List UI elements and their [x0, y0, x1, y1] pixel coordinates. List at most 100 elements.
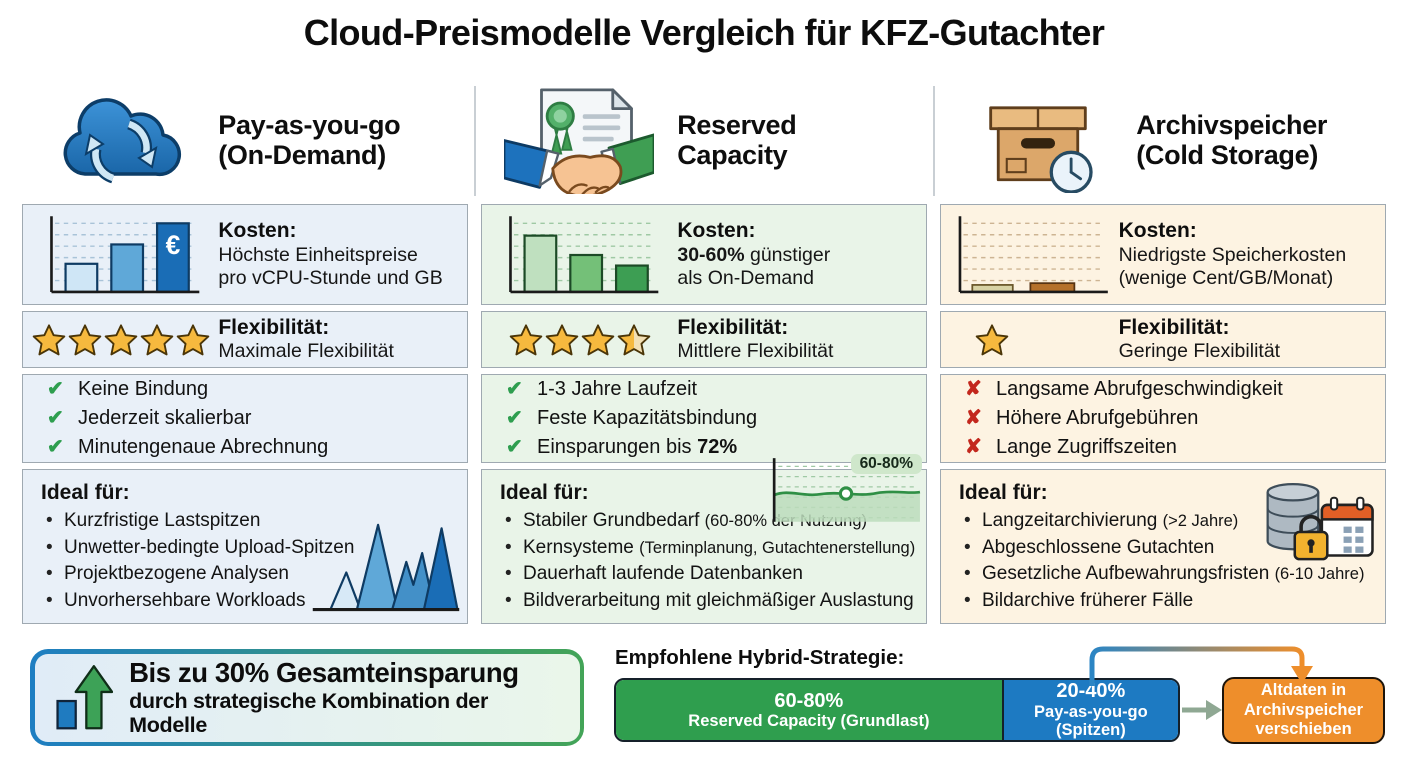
ideal-list-item: Bildarchive früherer Fälle [959, 588, 1377, 615]
ideal-list: Langzeitarchivierung (>2 Jahre) Abgeschl… [959, 508, 1377, 614]
cost-bars-ascending-chart: € [23, 211, 218, 299]
column-header-payg: Pay-as-you-go (On-Demand) [22, 82, 476, 198]
column-title-payg: Pay-as-you-go (On-Demand) [218, 109, 401, 170]
kosten-line2: als On-Demand [677, 267, 814, 290]
ideal-list-item: Abgeschlossene Gutachten [959, 535, 1377, 562]
cross-list-item: ✘ Lange Zugriffszeiten [965, 433, 1385, 462]
segment-reserved-capacity: 60-80% Reserved Capacity (Grundlast) [616, 680, 1004, 740]
flexibilitaet-cell-reserved: Flexibilität: Mittlere Flexibilität [481, 311, 927, 368]
kosten-label: Kosten: [677, 218, 756, 242]
kosten-line1: Niedrigste Speicherkosten [1118, 243, 1347, 266]
savings-headline: Bis zu 30% Gesamteinsparung [129, 656, 519, 688]
flexibilitaet-cell-payg: Flexibilität: Maximale Flexibilität [22, 311, 468, 368]
check-icon: ✔ [506, 436, 523, 458]
column-title-archive: Archivspeicher (Cold Storage) [1136, 109, 1328, 170]
savings-callout: Bis zu 30% Gesamteinsparung durch strate… [30, 649, 584, 746]
check-list-item: ✔ Einsparungen bis 72% [506, 433, 926, 462]
hybrid-strategy-heading: Empfohlene Hybrid-Strategie: [615, 646, 905, 669]
kosten-line1: 30-60% günstiger [677, 243, 831, 266]
cross-list-item: ✘ Höhere Abrufgebühren [965, 404, 1385, 433]
archive-box-clock-icon [940, 87, 1136, 193]
star-icon [140, 323, 173, 355]
hybrid-strategy-bar: 60-80% Reserved Capacity (Grundlast) 20-… [614, 678, 1180, 742]
ideal-list-item: Projektbezogene Analysen [41, 561, 459, 588]
column-header-archive: Archivspeicher (Cold Storage) [940, 82, 1386, 198]
check-list-item: ✔ Keine Bindung [47, 375, 467, 404]
check-list-item: ✔ Minutengenaue Abrechnung [47, 433, 467, 462]
ideal-list-item: Kurzfristige Lastspitzen [41, 508, 459, 535]
savings-subline: durch strategische Kombination der Model… [129, 688, 489, 738]
pros-cell-reserved: ✔ 1-3 Jahre Laufzeit ✔ Feste Kapazitätsb… [481, 374, 927, 463]
x-icon: ✘ [965, 436, 982, 458]
check-icon: ✔ [506, 378, 523, 400]
star-icon [581, 323, 614, 355]
flex-label: Flexibilität: [218, 315, 330, 339]
flex-text: Maximale Flexibilität [218, 340, 394, 363]
ideal-list-item: Gesetzliche Aufbewahrungsfristen (6-10 J… [959, 561, 1377, 588]
ideal-list-item: Langzeitarchivierung (>2 Jahre) [959, 508, 1377, 535]
flexibilitaet-cell-archive: Flexibilität: Geringe Flexibilität [940, 311, 1386, 368]
ideal-list: Stabiler Grundbedarf (60-80% der Nutzung… [500, 508, 918, 614]
check-list-item: ✔ Feste Kapazitätsbindung [506, 404, 926, 433]
ideal-cell-archive: Ideal für: Langzeitarchivierung (>2 Jahr… [940, 469, 1386, 624]
segment-pay-as-you-go: 20-40% Pay-as-you-go (Spitzen) [1003, 680, 1178, 740]
curved-transfer-arrow-icon [1089, 646, 1313, 686]
flex-text: Geringe Flexibilität [1118, 340, 1281, 363]
star-icon [617, 323, 650, 355]
flex-text: Mittlere Flexibilität [677, 340, 834, 363]
column-reserved-capacity: Reserved Capacity [481, 82, 935, 624]
x-icon: ✘ [965, 407, 982, 429]
kosten-cell-payg: € Kosten: Höchste Einheitspreise pro vCP… [22, 204, 468, 305]
ideal-list-item: Bildverarbeitung mit gleichmäßiger Ausla… [500, 588, 918, 615]
check-icon: ✔ [47, 436, 64, 458]
column-pay-as-you-go: Pay-as-you-go (On-Demand) [22, 82, 476, 624]
ideal-cell-reserved: 60-80% Ideal für: Stabiler Grundbedarf (… [481, 454, 927, 624]
cost-bars-flat-chart [941, 211, 1119, 299]
ideal-list-item: Dauerhaft laufende Datenbanken [500, 561, 918, 588]
flow-arrow-icon [1182, 700, 1222, 720]
ideal-label: Ideal für: [500, 481, 589, 504]
star-icon [104, 323, 137, 355]
kosten-line2: (wenige Cent/GB/Monat) [1118, 267, 1334, 290]
comparison-grid: Pay-as-you-go (On-Demand) [22, 82, 1386, 624]
handshake-contract-icon [481, 86, 677, 194]
check-list: ✔ Keine Bindung ✔ Jederzeit skalierbar ✔… [47, 375, 467, 462]
flex-label: Flexibilität: [677, 315, 789, 339]
check-icon: ✔ [47, 378, 64, 400]
cross-list-item: ✘ Langsame Abrufgeschwindigkeit [965, 375, 1385, 404]
pros-cell-payg: ✔ Keine Bindung ✔ Jederzeit skalierbar ✔… [22, 374, 468, 463]
cons-cell-archive: ✘ Langsame Abrufgeschwindigkeit ✘ Höhere… [940, 374, 1386, 463]
cloud-sync-icon [22, 88, 218, 192]
kosten-cell-archive: Kosten: Niedrigste Speicherkosten (wenig… [940, 204, 1386, 305]
kosten-line1: Höchste Einheitspreise [218, 243, 418, 266]
ideal-cell-payg: Ideal für: Kurzfristige Lastspitzen Unwe… [22, 469, 468, 624]
star-rating [23, 323, 218, 356]
ideal-list-item: Kernsysteme (Terminplanung, Gutachteners… [500, 535, 918, 562]
check-icon: ✔ [47, 407, 64, 429]
check-icon: ✔ [506, 407, 523, 429]
star-rating [941, 323, 1119, 356]
ideal-list-item: Unwetter-bedingte Upload-Spitzen [41, 535, 459, 562]
archive-action-box: Altdaten in Archivspeicher verschieben [1222, 677, 1385, 744]
page-title: Cloud-Preismodelle Vergleich für KFZ-Gut… [303, 12, 1105, 53]
kosten-cell-reserved: Kosten: 30-60% günstiger als On-Demand [481, 204, 927, 305]
cost-bars-descending-chart [482, 211, 677, 299]
star-icon [545, 323, 578, 355]
euro-symbol: € [165, 230, 180, 260]
column-archivspeicher: Archivspeicher (Cold Storage) [940, 82, 1386, 624]
kosten-line2: pro vCPU-Stunde und GB [218, 267, 443, 290]
star-icon [176, 323, 209, 355]
ideal-list-item: Stabiler Grundbedarf (60-80% der Nutzung… [500, 508, 918, 535]
kosten-label: Kosten: [218, 218, 297, 242]
ideal-label: Ideal für: [41, 481, 130, 504]
star-rating [482, 323, 677, 356]
kosten-label: Kosten: [1118, 218, 1197, 242]
star-icon [68, 323, 101, 355]
column-title-reserved: Reserved Capacity [677, 109, 797, 170]
star-icon [975, 323, 1009, 355]
ideal-list-item: Unvorhersehbare Workloads [41, 588, 459, 615]
check-list-item: ✔ Jederzeit skalierbar [47, 404, 467, 433]
growth-arrow-icon [55, 664, 113, 729]
cross-list: ✘ Langsame Abrufgeschwindigkeit ✘ Höhere… [965, 375, 1385, 462]
star-icon [32, 323, 65, 355]
